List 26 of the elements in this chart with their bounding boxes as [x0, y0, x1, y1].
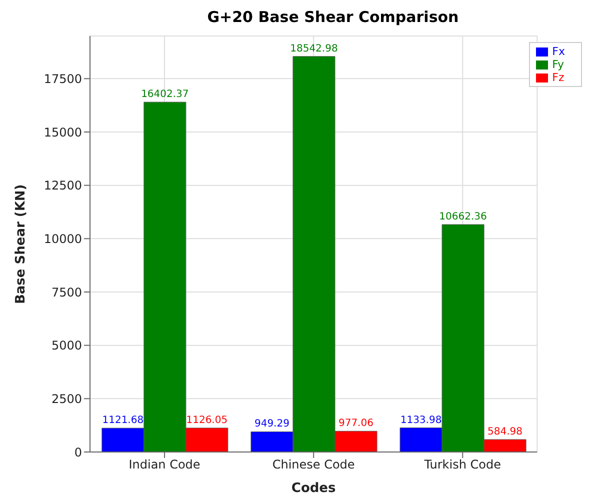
y-tick-label: 7500 [51, 285, 82, 300]
data-label: 1133.98 [400, 414, 442, 426]
legend-label: Fx [552, 45, 565, 58]
data-label: 10662.36 [439, 212, 487, 223]
y-tick-label: 15000 [44, 125, 82, 140]
x-tick-label: Turkish Code [423, 458, 501, 472]
data-label: 1126.05 [186, 414, 228, 426]
y-tick-label: 0 [74, 445, 82, 460]
data-label: 949.29 [254, 418, 290, 430]
data-label: 16402.37 [141, 89, 189, 100]
data-label: 18542.98 [290, 43, 338, 54]
y-tick-label: 5000 [51, 338, 82, 353]
y-tick-label: 12500 [44, 178, 82, 193]
x-tick-label: Indian Code [128, 458, 200, 472]
chart-title: G+20 Base Shear Comparison [206, 8, 460, 28]
x-axis-title: Codes [291, 481, 336, 496]
y-tick-label: 10000 [44, 232, 82, 246]
x-tick-label: Chinese Code [272, 458, 355, 472]
y-tick-label: 2500 [51, 392, 82, 406]
data-label: 1121.68 [102, 415, 144, 426]
data-label: 584.98 [488, 426, 523, 438]
data-label: 977.06 [338, 418, 374, 430]
legend-label: Fy [552, 58, 564, 71]
y-tick-label: 17500 [44, 72, 82, 86]
legend-label: Fz [552, 71, 564, 84]
y-axis-title: Base Shear (KN) [14, 184, 29, 304]
